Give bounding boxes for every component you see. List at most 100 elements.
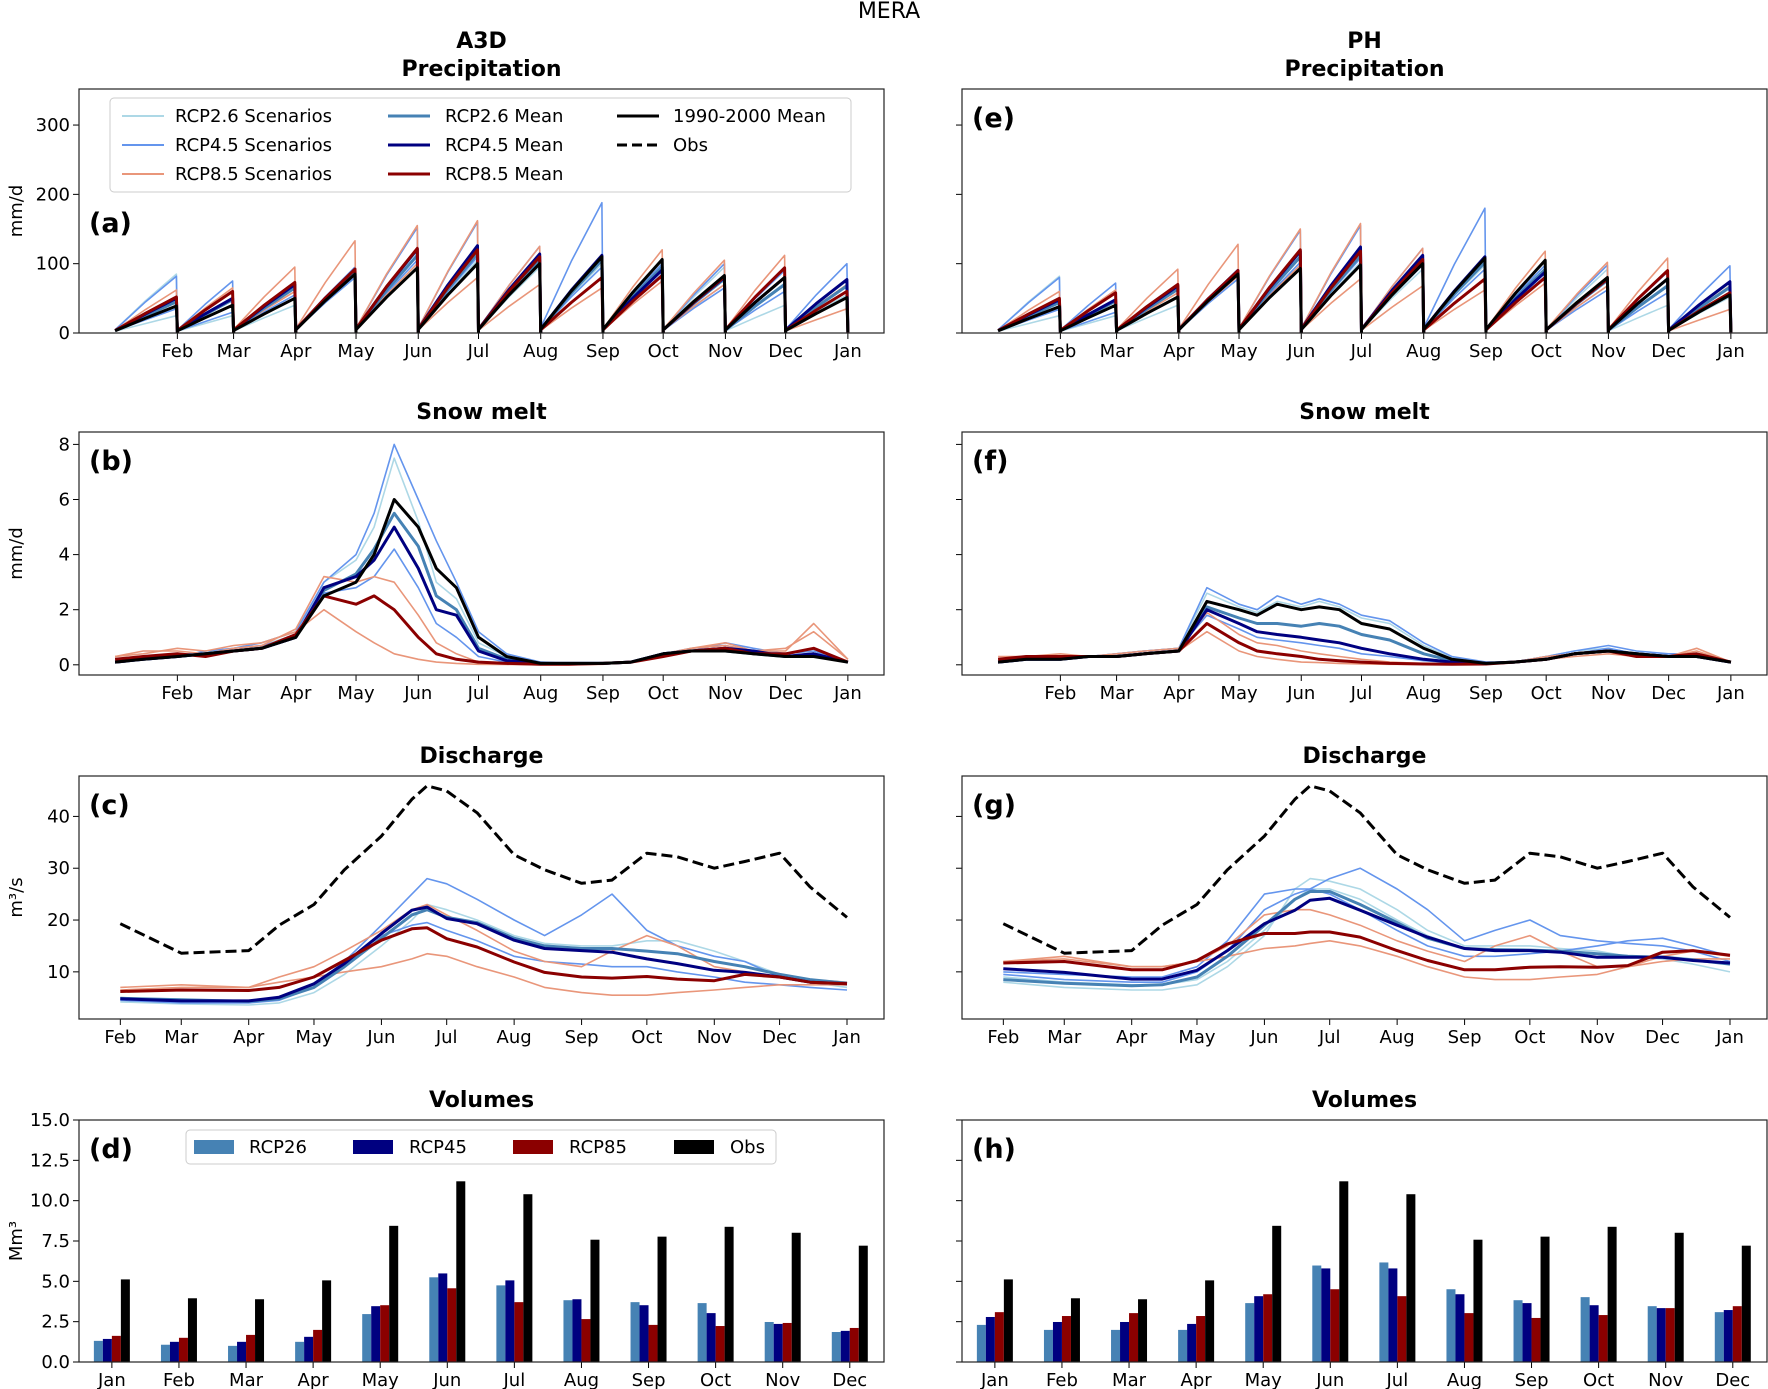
bar-rcp45-feb: [169, 1341, 179, 1362]
panel-letter: (f): [972, 446, 1008, 477]
plot-area: [976, 1181, 1751, 1362]
bar-rcp26-jul: [1379, 1262, 1389, 1362]
panel-b: Snow melt Feb Mar Apr May Jun Jul Aug Sep Oct Nov D…: [6, 400, 885, 704]
bar-rcp26-nov: [1647, 1306, 1657, 1362]
bar-rcp45-dec: [1723, 1310, 1733, 1362]
series-rcp2-6-scenarios: [115, 457, 849, 665]
x-tick-label: Jul: [435, 1027, 458, 1048]
y-axis-label: mm/d: [6, 527, 27, 580]
bar-obs-jun: [1339, 1181, 1349, 1362]
bar-obs-sep: [657, 1236, 667, 1362]
panel-d: Volumes Jan Feb Mar Apr May Jun Jul Aug Sep Oct Nov…: [6, 1088, 885, 1389]
panel-title: PH: [1347, 29, 1382, 54]
legend-label: RCP85: [569, 1137, 627, 1158]
series-rcp4-5-mean: [114, 525, 849, 665]
series-rcp4-5-scenarios: [114, 443, 849, 665]
series-rcp2-6-scenarios: [1003, 888, 1731, 986]
bar-rcp45-sep: [1522, 1303, 1532, 1362]
bar-rcp45-apr: [1187, 1323, 1197, 1362]
x-tick-label: Apr: [1163, 341, 1195, 362]
series-rcp8-5-scenarios: [1003, 940, 1730, 981]
y-tick-label: 4: [59, 545, 70, 566]
bar-rcp45-oct: [706, 1313, 716, 1362]
bar-rcp85-jul: [514, 1302, 524, 1362]
x-tick-label: Jul: [1350, 683, 1373, 704]
bar-rcp45-may: [371, 1306, 381, 1362]
series-rcp4-5-mean: [1003, 896, 1731, 981]
x-tick-label: Oct: [1531, 683, 1562, 704]
x-tick-label: Mar: [229, 1370, 264, 1389]
bar-rcp26-aug: [563, 1300, 573, 1362]
bar-obs-jan: [1003, 1279, 1013, 1362]
bar-rcp45-nov: [1656, 1308, 1666, 1362]
panel-h: Volumes Jan Feb Mar Apr May Jun Jul Aug Sep Oct Nov…: [956, 1088, 1768, 1389]
x-tick-label: Sep: [586, 341, 620, 362]
legend-label: RCP4.5 Scenarios: [175, 135, 332, 156]
x-tick-label: Jun: [1315, 1370, 1344, 1389]
x-tick-label: Mar: [164, 1027, 199, 1048]
x-tick-label: Apr: [280, 683, 312, 704]
bar-obs-oct: [724, 1226, 734, 1362]
bar-rcp26-oct: [1580, 1297, 1590, 1362]
bar-rcp45-jun: [1321, 1268, 1331, 1362]
panel-f: Snow melt Feb Mar Apr May Jun Jul Aug Sep Oct Nov D…: [956, 400, 1768, 704]
panel-title: Snow melt: [416, 400, 547, 425]
series-rcp8-5-scenarios: [114, 575, 849, 666]
bar-rcp45-jul: [1388, 1268, 1398, 1362]
x-tick-label: Jan: [1716, 341, 1745, 362]
x-tick-label: Feb: [1046, 1370, 1078, 1389]
bar-obs-nov: [1674, 1232, 1684, 1362]
bar-rcp85-apr: [1196, 1316, 1206, 1362]
x-tick-label: Jan: [980, 1370, 1009, 1389]
bar-obs-apr: [1205, 1280, 1215, 1362]
bar-rcp85-jun: [447, 1288, 457, 1362]
series-1990-2000-mean: [997, 599, 1732, 665]
bar-obs-mar: [255, 1299, 265, 1362]
bar-obs-jun: [456, 1181, 466, 1362]
panel-letter: (h): [972, 1134, 1016, 1165]
bar-rcp45-dec: [840, 1330, 850, 1362]
axes-frame: [961, 431, 1768, 676]
x-tick-label: Oct: [631, 1027, 662, 1048]
x-tick-label: Apr: [298, 1370, 330, 1389]
bar-rcp85-mar: [246, 1334, 256, 1362]
bar-rcp26-feb: [1043, 1329, 1053, 1362]
y-tick-label: 2.5: [41, 1312, 70, 1333]
x-tick-label: Jan: [1716, 683, 1745, 704]
bar-rcp26-jan: [976, 1324, 986, 1362]
bar-rcp85-oct: [1598, 1315, 1608, 1362]
axes-frame: [961, 775, 1768, 1020]
x-tick-label: Jul: [503, 1370, 526, 1389]
bar-rcp85-feb: [178, 1337, 188, 1362]
bar-rcp85-sep: [648, 1324, 658, 1362]
series-rcp8-5-scenarios: [120, 952, 847, 996]
plot-area: [93, 1181, 868, 1362]
x-tick-label: Aug: [523, 341, 558, 362]
y-tick-label: 8: [59, 434, 70, 455]
series-rcp8-5-mean: [114, 594, 849, 666]
bar-rcp45-aug: [572, 1299, 582, 1362]
y-tick-label: 10: [47, 962, 70, 983]
series-rcp8-5-mean: [120, 926, 848, 993]
series-rcp4-5-mean: [120, 905, 848, 1003]
y-tick-label: 40: [47, 806, 70, 827]
bar-rcp85-dec: [849, 1327, 859, 1362]
x-tick-label: Mar: [217, 341, 252, 362]
x-tick-label: Feb: [161, 341, 193, 362]
bar-rcp45-jul: [505, 1280, 515, 1362]
axes-frame: [78, 431, 885, 676]
bar-rcp26-jun: [429, 1277, 439, 1362]
y-tick-label: 12.5: [30, 1150, 70, 1171]
legend-label: RCP26: [249, 1137, 307, 1158]
x-tick-label: Oct: [648, 683, 679, 704]
y-tick-label: 100: [36, 254, 70, 275]
series-rcp2-6-mean: [997, 253, 1733, 333]
y-tick-label: 30: [47, 858, 70, 879]
x-tick-label: Jun: [366, 1027, 395, 1048]
bar-rcp85-apr: [313, 1329, 323, 1362]
panel-title: Discharge: [420, 744, 544, 769]
x-tick-label: May: [1178, 1027, 1216, 1048]
bar-obs-jul: [1406, 1194, 1416, 1362]
series-rcp4-5-scenarios: [120, 877, 848, 1004]
x-tick-label: Nov: [765, 1370, 800, 1389]
